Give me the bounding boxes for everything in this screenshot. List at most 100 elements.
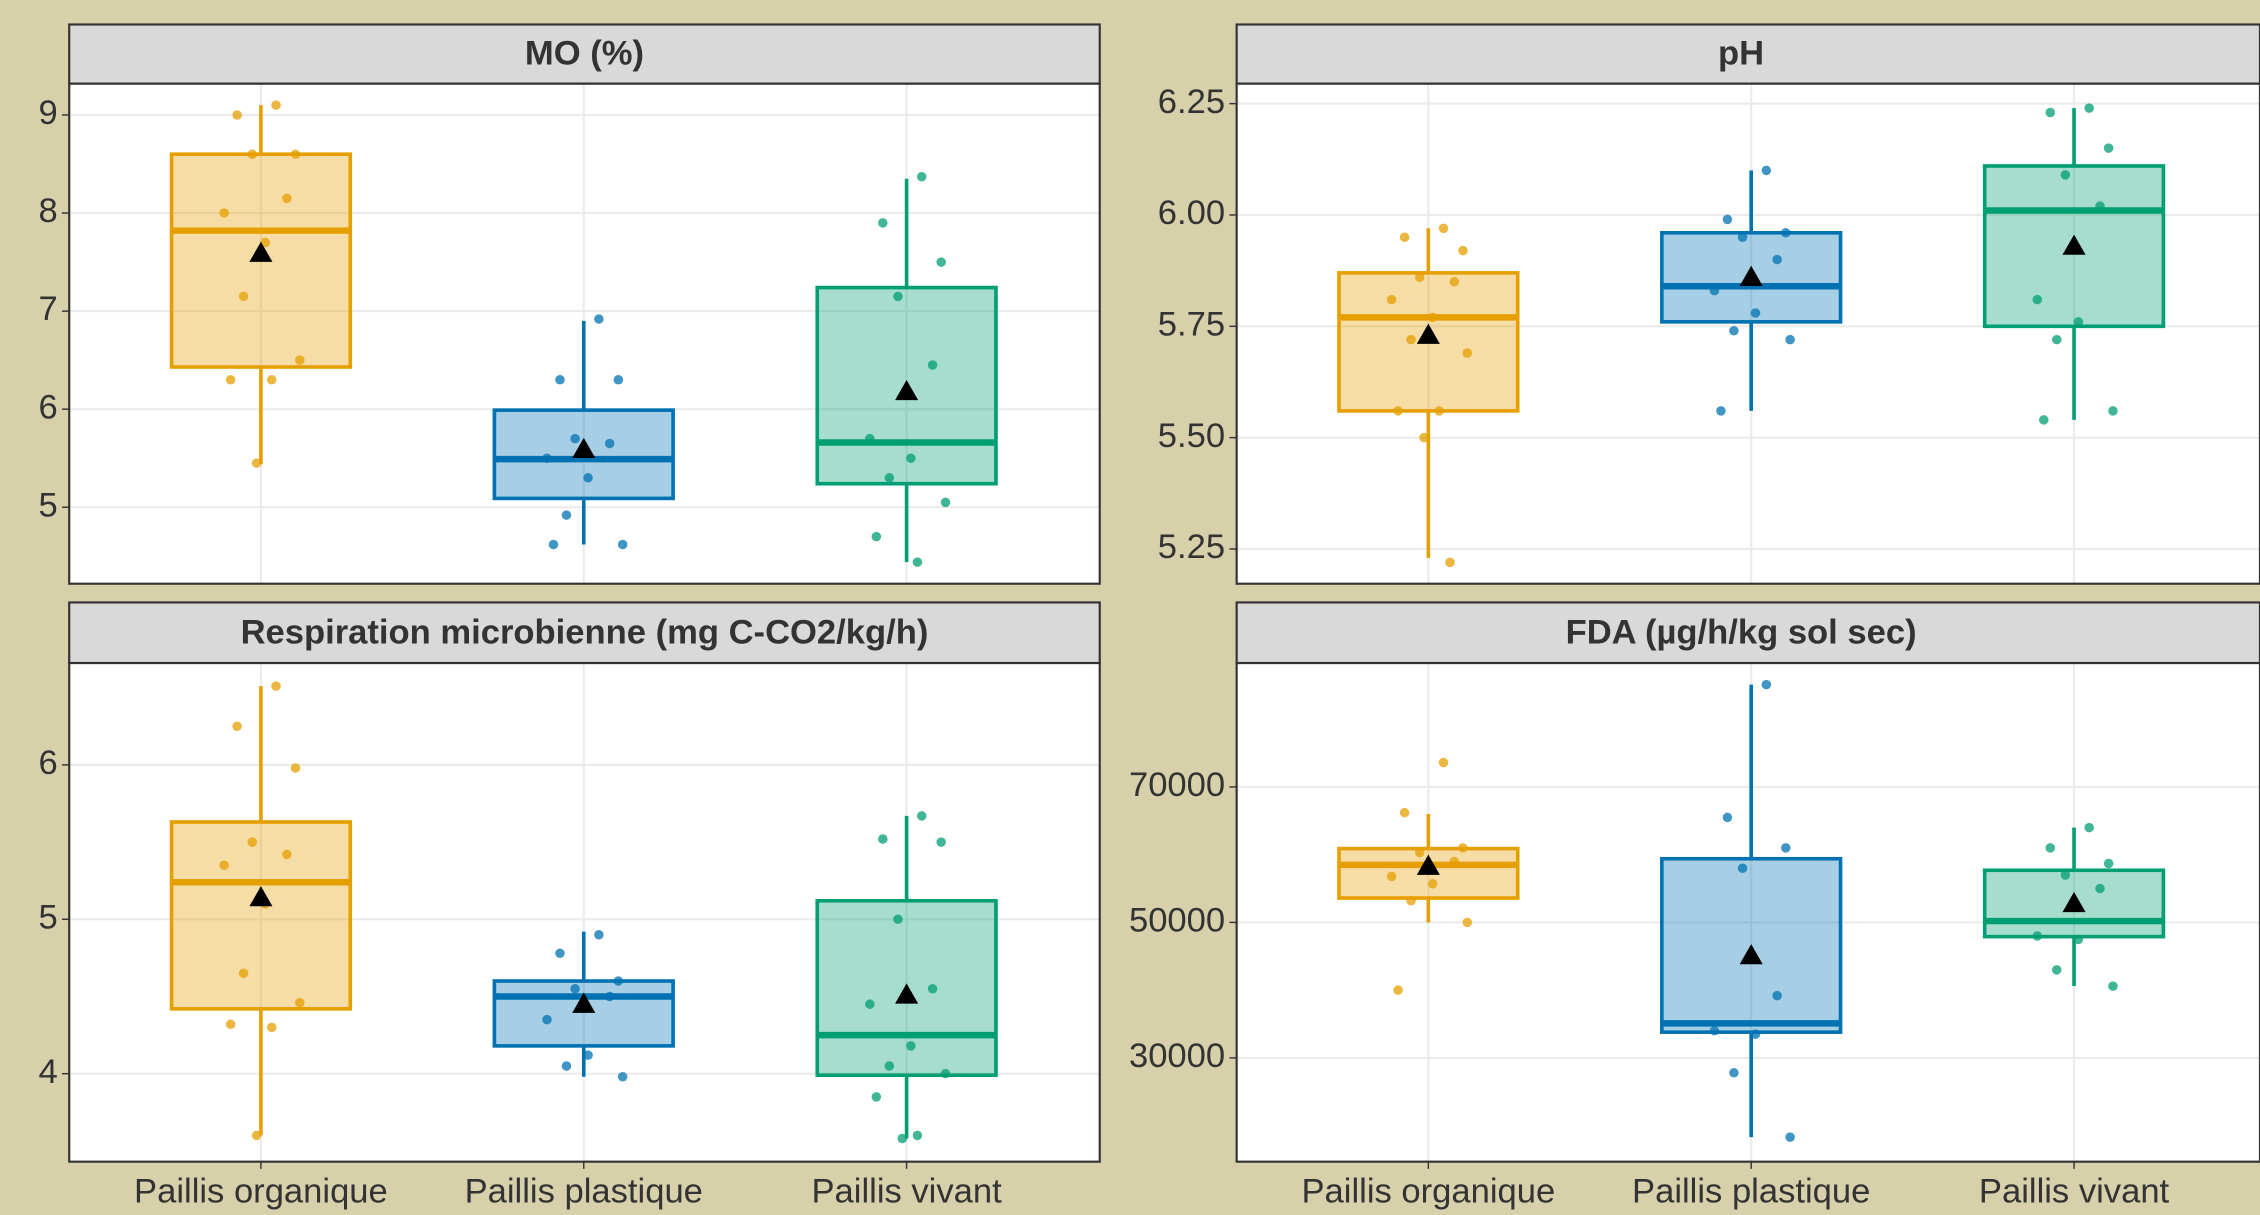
- point: [614, 375, 624, 385]
- point: [605, 992, 615, 1002]
- point: [618, 1072, 628, 1082]
- point: [2095, 201, 2105, 211]
- point: [248, 837, 258, 847]
- point: [282, 194, 292, 204]
- strip-title: MO (%): [525, 35, 644, 73]
- chart: 56789MO (%)5.255.505.756.006.25pH456Resp…: [0, 0, 2260, 1215]
- point: [2046, 843, 2056, 853]
- point: [594, 930, 604, 940]
- point: [1781, 228, 1791, 238]
- point: [295, 355, 305, 365]
- point: [878, 834, 888, 844]
- y-tick-label: 6.00: [1158, 194, 1225, 232]
- point: [252, 1131, 262, 1141]
- point: [1710, 286, 1720, 296]
- point: [2052, 965, 2062, 975]
- point: [2052, 335, 2062, 345]
- point: [2104, 859, 2114, 869]
- y-tick-label: 50000: [1129, 902, 1225, 940]
- point: [1406, 896, 1416, 906]
- y-tick-label: 5.25: [1158, 528, 1225, 566]
- point: [252, 458, 262, 468]
- point: [1393, 406, 1403, 416]
- point: [1781, 843, 1791, 853]
- point: [583, 1050, 593, 1060]
- point: [219, 208, 229, 218]
- x-tick-label: Paillis organique: [1301, 1173, 1555, 1211]
- y-tick-label: 7: [38, 290, 57, 328]
- point: [2061, 170, 2071, 180]
- point: [1710, 1026, 1720, 1036]
- point: [542, 453, 552, 463]
- point: [865, 999, 875, 1009]
- point: [878, 218, 888, 228]
- y-tick-label: 70000: [1129, 766, 1225, 804]
- point: [555, 948, 565, 958]
- point: [913, 557, 923, 567]
- point: [2033, 931, 2043, 941]
- point: [605, 439, 615, 449]
- point: [248, 149, 258, 159]
- point: [1400, 808, 1410, 818]
- point: [1439, 758, 1449, 768]
- point: [1463, 348, 1473, 358]
- point: [1445, 558, 1455, 568]
- point: [1772, 991, 1782, 1001]
- point: [271, 681, 281, 691]
- point: [2074, 935, 2084, 945]
- point: [226, 1020, 236, 1030]
- point: [1387, 872, 1397, 882]
- point: [542, 1015, 552, 1025]
- point: [271, 100, 281, 110]
- x-tick-label: Paillis vivant: [1979, 1173, 2170, 1211]
- point: [549, 540, 559, 550]
- point: [1723, 813, 1733, 823]
- point: [570, 434, 580, 444]
- x-tick-label: Paillis vivant: [811, 1173, 1002, 1211]
- y-tick-label: 9: [38, 94, 57, 132]
- point: [885, 473, 895, 483]
- point: [1738, 232, 1748, 242]
- point: [1415, 273, 1425, 283]
- y-tick-label: 5.75: [1158, 305, 1225, 343]
- y-tick-label: 6.25: [1158, 83, 1225, 121]
- point: [2108, 981, 2118, 991]
- y-tick-label: 6: [38, 744, 57, 782]
- point: [872, 1092, 882, 1102]
- point: [570, 984, 580, 994]
- point: [2033, 295, 2043, 305]
- point: [2061, 870, 2071, 880]
- y-tick-label: 5: [38, 486, 57, 524]
- point: [226, 375, 236, 385]
- point: [291, 763, 301, 773]
- point: [1393, 985, 1403, 995]
- y-tick-label: 5.50: [1158, 417, 1225, 455]
- point: [232, 722, 242, 732]
- point: [2046, 108, 2056, 118]
- point: [232, 110, 242, 120]
- point: [267, 1023, 277, 1033]
- point: [562, 1061, 572, 1071]
- x-tick-label: Paillis organique: [134, 1173, 388, 1211]
- point: [917, 811, 927, 821]
- x-tick-label: Paillis plastique: [465, 1173, 703, 1211]
- y-tick-label: 8: [38, 192, 57, 230]
- point: [1751, 308, 1761, 318]
- point: [1723, 215, 1733, 225]
- point: [913, 1131, 923, 1141]
- point: [614, 976, 624, 986]
- point: [928, 360, 938, 370]
- point: [1406, 335, 1416, 345]
- point: [941, 1069, 951, 1079]
- x-tick-label: Paillis plastique: [1632, 1173, 1870, 1211]
- point: [2074, 317, 2084, 327]
- point: [239, 292, 249, 302]
- point: [267, 375, 277, 385]
- point: [1729, 1068, 1739, 1078]
- point: [906, 453, 916, 463]
- y-tick-label: 4: [38, 1053, 57, 1091]
- point: [618, 540, 628, 550]
- point: [562, 510, 572, 520]
- point: [1434, 406, 1444, 416]
- box: [172, 822, 351, 1009]
